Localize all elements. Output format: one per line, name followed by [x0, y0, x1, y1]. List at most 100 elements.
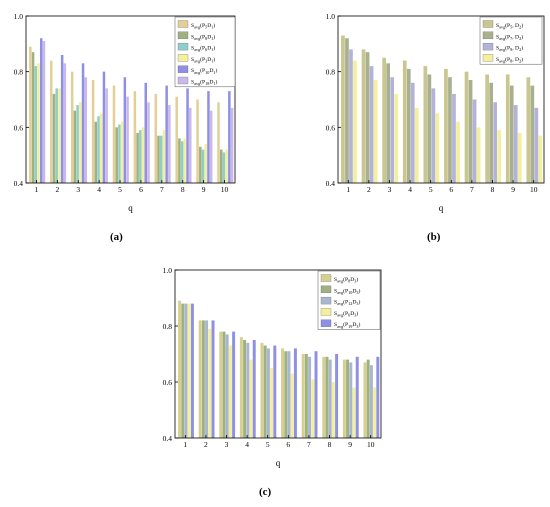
bar: [141, 127, 145, 183]
y-tick-label: 0.8: [326, 68, 336, 77]
y-tick-label: 0.8: [163, 322, 173, 331]
bar: [165, 85, 168, 183]
x-tick-label: 3: [388, 185, 392, 194]
bar: [123, 77, 127, 183]
legend-label: Savg(P8D3): [334, 276, 358, 284]
bar: [346, 359, 350, 438]
bar: [154, 93, 158, 183]
bar: [40, 38, 43, 183]
bar: [133, 91, 137, 183]
chart-2: 0.40.60.81.01 2 3 4 5 6 7 8 9 10qSavg(P8D3)Savg(P…: [163, 266, 382, 468]
bar: [322, 356, 326, 438]
bar: [136, 132, 139, 183]
x-tick-label: 10: [530, 185, 538, 194]
bar: [60, 54, 64, 183]
bar: [115, 127, 118, 183]
bar: [376, 356, 380, 438]
bar: [290, 373, 294, 438]
bar: [97, 116, 100, 183]
bar: [293, 348, 297, 438]
legend: Savg(P8D3) Savg(P10D3) Savg(P12D3) Savg(P6D…: [317, 270, 381, 330]
legend-label: Savg(P10D1): [191, 67, 217, 75]
bar: [219, 149, 223, 183]
x-tick-label: 7: [470, 185, 474, 194]
bar: [526, 77, 531, 183]
x-tick-label: 7: [307, 440, 311, 449]
bar: [246, 342, 250, 438]
bar: [63, 63, 67, 183]
bar: [386, 63, 391, 183]
legend-label: Savg(P12D3): [334, 299, 360, 307]
bar: [369, 365, 373, 438]
bar: [243, 340, 247, 438]
plot-frame: [337, 15, 545, 184]
x-tick-label: 9: [348, 440, 352, 449]
y-tick-label: 0.4: [326, 179, 336, 188]
bar: [112, 85, 116, 183]
y-tick-label: 0.6: [14, 123, 24, 132]
bar: [180, 141, 184, 183]
bar: [37, 63, 40, 183]
bar: [311, 379, 315, 438]
x-tick-label: 1: [35, 185, 39, 194]
legend-label: Savg(P8D1): [191, 33, 215, 41]
y-tick-label: 1.0: [326, 12, 336, 21]
bar: [178, 300, 182, 438]
bar: [181, 303, 185, 438]
x-tick-label: 4: [245, 440, 249, 449]
y-tick-label: 1.0: [14, 12, 24, 21]
bar: [431, 88, 436, 183]
bar: [208, 328, 212, 438]
x-tick-label: 6: [449, 185, 453, 194]
bar: [168, 105, 171, 183]
bar: [328, 359, 332, 438]
y-tick-label: 0.4: [163, 434, 173, 443]
bar: [341, 35, 345, 184]
legend-label: Savg(P7, D2): [496, 33, 523, 41]
bar: [70, 71, 74, 183]
bar: [29, 46, 32, 184]
bar: [225, 149, 228, 183]
bar: [345, 38, 349, 183]
bar: [52, 93, 56, 183]
bar: [239, 337, 243, 438]
bar: [139, 130, 142, 183]
bar: [207, 91, 210, 183]
x-tick-label: 3: [76, 185, 80, 194]
bar: [489, 82, 494, 183]
bar: [175, 96, 178, 183]
legend-label: Savg(P5D1): [191, 22, 215, 30]
x-tick-label: 2: [204, 440, 208, 449]
bar: [509, 85, 514, 183]
legend-label: Savg(P18D1): [191, 79, 217, 87]
bar: [505, 74, 510, 183]
y-tick-label: 0.6: [326, 123, 336, 132]
bar: [530, 85, 535, 183]
bar: [187, 303, 191, 438]
bar: [349, 49, 353, 184]
x-tick-label: 10: [221, 185, 229, 194]
bar: [352, 387, 356, 438]
bar: [81, 63, 85, 183]
legend-swatch: [320, 308, 332, 316]
x-tick-label: 5: [429, 185, 433, 194]
bar: [50, 60, 53, 183]
bar: [184, 303, 188, 438]
legend: Savg(P5D1) Savg(P8D1) Savg(P6D1) Savg(P3D1)…: [174, 16, 236, 88]
bar: [476, 127, 481, 183]
x-tick-label: 5: [266, 440, 270, 449]
bar: [147, 102, 150, 183]
bar: [232, 331, 236, 438]
bar: [497, 130, 502, 183]
bar: [456, 121, 460, 183]
bar: [410, 82, 415, 183]
bar: [369, 66, 374, 183]
bar: [308, 356, 312, 438]
legend-swatch: [177, 65, 189, 73]
bar: [249, 359, 253, 438]
legend-swatch: [177, 76, 189, 85]
bar: [281, 348, 285, 438]
panel-label-a: (a): [110, 231, 123, 243]
bar: [538, 135, 543, 183]
